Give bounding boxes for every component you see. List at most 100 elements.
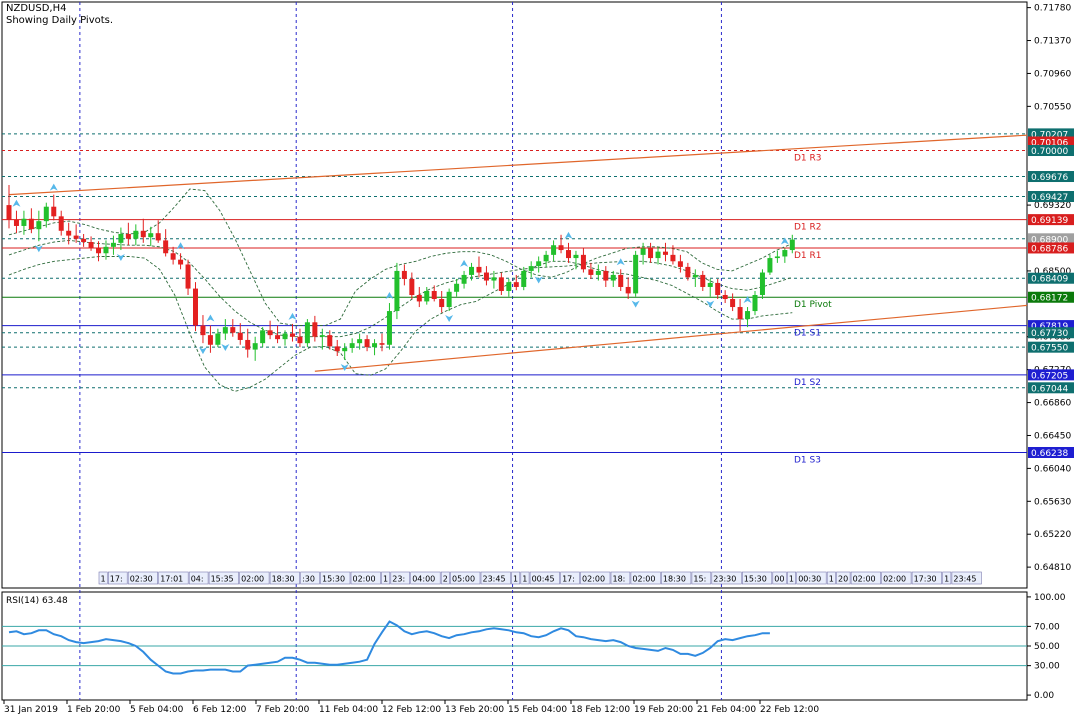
candle-body[interactable] — [461, 274, 467, 284]
news-event-box[interactable] — [610, 571, 631, 585]
candle-body[interactable] — [491, 277, 497, 281]
trendline-1[interactable] — [8, 134, 1028, 196]
news-event-box[interactable] — [511, 571, 521, 585]
news-event-box[interactable] — [741, 571, 773, 585]
candle-body[interactable] — [36, 221, 42, 230]
candle-body[interactable] — [110, 242, 116, 247]
candle-body[interactable] — [543, 254, 549, 262]
candle-body[interactable] — [140, 230, 146, 238]
candle-body[interactable] — [289, 333, 295, 337]
candle-body[interactable] — [685, 266, 691, 278]
news-event-box[interactable] — [951, 571, 982, 585]
candle-body[interactable] — [43, 206, 49, 222]
candle-body[interactable] — [364, 339, 370, 348]
candle-body[interactable] — [245, 339, 251, 350]
news-event-box[interactable] — [580, 571, 611, 585]
candle-body[interactable] — [230, 327, 236, 333]
candle-body[interactable] — [304, 322, 310, 344]
candle-body[interactable] — [170, 253, 176, 260]
candle-body[interactable] — [260, 330, 266, 344]
news-event-box[interactable] — [787, 571, 797, 585]
news-event-box[interactable] — [158, 571, 189, 585]
candle-body[interactable] — [6, 205, 12, 220]
candle-body[interactable] — [21, 218, 27, 226]
candle-body[interactable] — [73, 235, 79, 239]
candle-body[interactable] — [730, 299, 736, 308]
news-event-box[interactable] — [108, 571, 128, 585]
candle-body[interactable] — [595, 270, 601, 275]
candle-body[interactable] — [603, 270, 609, 281]
news-event-box[interactable] — [98, 571, 108, 585]
candle-body[interactable] — [237, 332, 243, 340]
candle-body[interactable] — [207, 335, 213, 345]
candle-body[interactable] — [155, 233, 161, 241]
candle-body[interactable] — [200, 325, 206, 336]
news-event-box[interactable] — [630, 571, 661, 585]
news-event-box[interactable] — [320, 571, 351, 585]
candle-body[interactable] — [125, 233, 131, 239]
candle-body[interactable] — [566, 250, 571, 259]
candle-body[interactable] — [334, 346, 340, 352]
candle-body[interactable] — [222, 327, 228, 334]
candle-body[interactable] — [96, 248, 102, 254]
candle-body[interactable] — [782, 250, 788, 257]
candle-body[interactable] — [677, 261, 683, 267]
candle-body[interactable] — [536, 261, 542, 267]
candle-body[interactable] — [267, 330, 273, 336]
news-event-box[interactable] — [450, 571, 481, 585]
candle-body[interactable] — [118, 233, 124, 243]
news-event-box[interactable] — [269, 571, 300, 585]
candle-body[interactable] — [715, 282, 721, 295]
news-event-box[interactable] — [691, 571, 712, 585]
candle-body[interactable] — [394, 270, 400, 312]
candle-body[interactable] — [767, 258, 773, 273]
candle-body[interactable] — [633, 254, 639, 294]
candle-body[interactable] — [133, 230, 139, 239]
candle-body[interactable] — [707, 282, 713, 287]
candle-body[interactable] — [319, 335, 325, 337]
news-event-box[interactable] — [560, 571, 580, 585]
news-event-box[interactable] — [188, 571, 209, 585]
candle-body[interactable] — [282, 333, 288, 340]
candle-body[interactable] — [476, 266, 482, 273]
news-event-box[interactable] — [390, 571, 410, 585]
candle-body[interactable] — [498, 277, 504, 291]
candle-body[interactable] — [185, 264, 191, 289]
candle-body[interactable] — [722, 295, 728, 300]
candle-body[interactable] — [528, 266, 534, 271]
candle-body[interactable] — [357, 339, 363, 344]
candle-body[interactable] — [312, 322, 318, 337]
candle-body[interactable] — [789, 239, 795, 251]
candle-body[interactable] — [483, 272, 489, 281]
candle-body[interactable] — [342, 347, 348, 352]
news-event-box[interactable] — [410, 571, 441, 585]
candle-body[interactable] — [372, 343, 378, 348]
candle-body[interactable] — [752, 295, 758, 312]
candle-body[interactable] — [327, 335, 333, 347]
candle-body[interactable] — [670, 254, 676, 262]
candle-body[interactable] — [252, 343, 258, 350]
news-event-box[interactable] — [520, 571, 530, 585]
candle-body[interactable] — [103, 246, 109, 254]
news-event-box[interactable] — [772, 571, 787, 585]
candle-body[interactable] — [215, 333, 221, 345]
news-event-box[interactable] — [911, 571, 942, 585]
candle-body[interactable] — [648, 248, 654, 259]
news-event-box[interactable] — [661, 571, 692, 585]
news-event-box[interactable] — [529, 571, 560, 585]
news-event-box[interactable] — [480, 571, 511, 585]
candle-body[interactable] — [58, 216, 64, 231]
candle-body[interactable] — [163, 240, 169, 254]
candle-body[interactable] — [662, 251, 668, 255]
candle-body[interactable] — [573, 254, 579, 259]
candle-body[interactable] — [618, 274, 624, 287]
candle-body[interactable] — [640, 248, 646, 255]
candle-body[interactable] — [13, 219, 19, 226]
candle-body[interactable] — [655, 251, 661, 259]
news-event-box[interactable] — [239, 571, 270, 585]
news-event-box[interactable] — [208, 571, 239, 585]
candle-body[interactable] — [297, 336, 303, 344]
candle-body[interactable] — [193, 288, 198, 326]
